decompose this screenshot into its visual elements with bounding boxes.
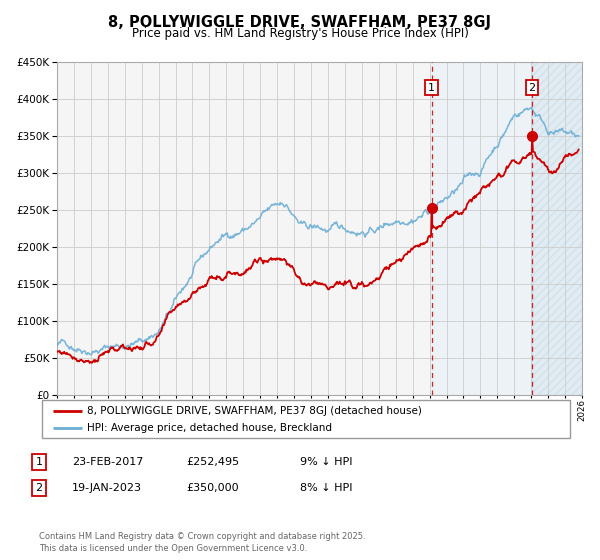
Text: 2: 2 [35,483,43,493]
Text: 8% ↓ HPI: 8% ↓ HPI [300,483,353,493]
Text: 19-JAN-2023: 19-JAN-2023 [72,483,142,493]
Bar [431,62,532,395]
Text: 8, POLLYWIGGLE DRIVE, SWAFFHAM, PE37 8GJ (detached house): 8, POLLYWIGGLE DRIVE, SWAFFHAM, PE37 8GJ… [87,405,422,416]
Text: 1: 1 [35,457,43,467]
Text: 8, POLLYWIGGLE DRIVE, SWAFFHAM, PE37 8GJ: 8, POLLYWIGGLE DRIVE, SWAFFHAM, PE37 8GJ [109,15,491,30]
Text: 23-FEB-2017: 23-FEB-2017 [72,457,143,467]
Text: 2: 2 [529,82,536,92]
Text: HPI: Average price, detached house, Breckland: HPI: Average price, detached house, Brec… [87,423,332,433]
Text: £252,495: £252,495 [186,457,239,467]
Text: Contains HM Land Registry data © Crown copyright and database right 2025.
This d: Contains HM Land Registry data © Crown c… [39,533,365,553]
Text: Price paid vs. HM Land Registry's House Price Index (HPI): Price paid vs. HM Land Registry's House … [131,27,469,40]
Bar [532,62,599,395]
Text: £350,000: £350,000 [186,483,239,493]
Bar [532,62,599,395]
Text: 9% ↓ HPI: 9% ↓ HPI [300,457,353,467]
Text: 1: 1 [428,82,435,92]
